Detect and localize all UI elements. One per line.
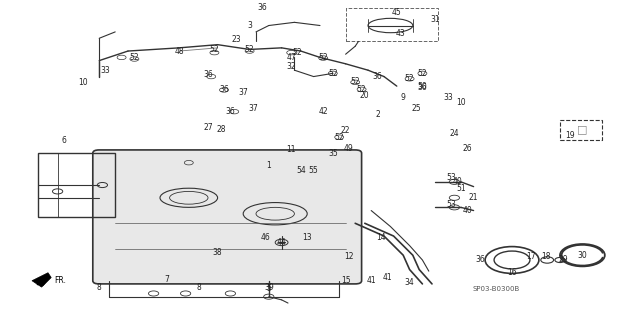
Text: 44: 44 xyxy=(276,238,287,247)
Text: 35: 35 xyxy=(328,149,338,158)
Text: 36: 36 xyxy=(219,85,229,94)
Text: 30: 30 xyxy=(577,251,588,260)
Text: 9: 9 xyxy=(401,93,406,102)
Text: 36: 36 xyxy=(417,83,428,92)
Text: 11: 11 xyxy=(287,145,296,154)
Bar xyxy=(38,153,115,217)
Text: 5: 5 xyxy=(266,284,271,293)
Text: 41: 41 xyxy=(382,273,392,282)
Text: 22: 22 xyxy=(341,126,350,135)
Text: 52: 52 xyxy=(328,69,338,78)
Text: 47: 47 xyxy=(286,53,296,62)
Text: 20: 20 xyxy=(360,91,370,100)
Text: 55: 55 xyxy=(308,166,319,175)
Text: 17: 17 xyxy=(526,252,536,261)
Text: 15: 15 xyxy=(340,276,351,285)
Text: 36: 36 xyxy=(203,70,213,79)
Text: 52: 52 xyxy=(209,45,220,54)
Text: 51: 51 xyxy=(456,184,466,193)
Text: 46: 46 xyxy=(260,233,271,242)
Text: 40: 40 xyxy=(452,177,463,186)
Text: □: □ xyxy=(577,124,588,134)
Text: 53: 53 xyxy=(446,200,456,209)
Text: 25: 25 xyxy=(411,104,421,113)
Text: 52: 52 xyxy=(244,45,255,54)
Text: 8: 8 xyxy=(196,283,201,292)
Text: 52: 52 xyxy=(356,85,367,94)
Text: 23: 23 xyxy=(232,35,242,44)
Text: 38: 38 xyxy=(212,248,223,256)
Text: 3: 3 xyxy=(247,21,252,30)
Text: 10: 10 xyxy=(78,78,88,87)
Text: 14: 14 xyxy=(376,233,386,242)
Text: 6: 6 xyxy=(61,136,67,145)
Bar xyxy=(560,120,602,140)
Text: 40: 40 xyxy=(462,206,472,215)
Text: 37: 37 xyxy=(248,104,258,113)
Text: 52: 52 xyxy=(334,133,344,142)
Text: 18: 18 xyxy=(541,252,550,261)
Text: 7: 7 xyxy=(164,275,169,284)
Text: 37: 37 xyxy=(238,88,248,97)
Text: 33: 33 xyxy=(443,93,453,102)
Text: FR.: FR. xyxy=(54,276,67,285)
Text: 52: 52 xyxy=(318,53,328,62)
Text: 26: 26 xyxy=(462,144,472,153)
Text: 8: 8 xyxy=(97,283,102,292)
Text: 52: 52 xyxy=(129,53,140,62)
Text: 41: 41 xyxy=(366,276,376,285)
Text: 19: 19 xyxy=(564,131,575,140)
Text: 21: 21 xyxy=(469,193,478,202)
Text: 52: 52 xyxy=(350,77,360,86)
Text: 52: 52 xyxy=(292,48,303,57)
Bar xyxy=(346,8,438,41)
Polygon shape xyxy=(32,273,51,287)
Text: 32: 32 xyxy=(286,63,296,71)
Text: 52: 52 xyxy=(417,69,428,78)
Text: 42: 42 xyxy=(318,107,328,116)
Text: 39: 39 xyxy=(264,283,274,292)
Text: 33: 33 xyxy=(100,66,111,75)
Text: SP03-B0300B: SP03-B0300B xyxy=(472,286,520,292)
Text: 36: 36 xyxy=(372,72,383,81)
Text: 13: 13 xyxy=(302,233,312,242)
Text: 43: 43 xyxy=(395,29,405,38)
Text: 36: 36 xyxy=(257,4,268,12)
Text: 29: 29 xyxy=(558,256,568,264)
Text: 10: 10 xyxy=(456,98,466,107)
Text: 27: 27 xyxy=(203,123,213,132)
Text: 1: 1 xyxy=(266,161,271,170)
Text: 36: 36 xyxy=(225,107,236,116)
Text: 34: 34 xyxy=(404,278,415,287)
Text: 36: 36 xyxy=(475,256,485,264)
Text: 54: 54 xyxy=(296,166,306,175)
Text: 31: 31 xyxy=(430,15,440,24)
Text: 53: 53 xyxy=(446,173,456,182)
Text: 24: 24 xyxy=(449,130,460,138)
Text: 12: 12 xyxy=(344,252,353,261)
FancyBboxPatch shape xyxy=(93,150,362,284)
Text: 52: 52 xyxy=(404,74,415,83)
Text: 2: 2 xyxy=(375,110,380,119)
Text: 28: 28 xyxy=(216,125,225,134)
Text: 48: 48 xyxy=(174,47,184,56)
Text: 16: 16 xyxy=(507,268,517,277)
Text: 50: 50 xyxy=(417,82,428,91)
Text: 49: 49 xyxy=(344,144,354,153)
Text: 45: 45 xyxy=(392,8,402,17)
